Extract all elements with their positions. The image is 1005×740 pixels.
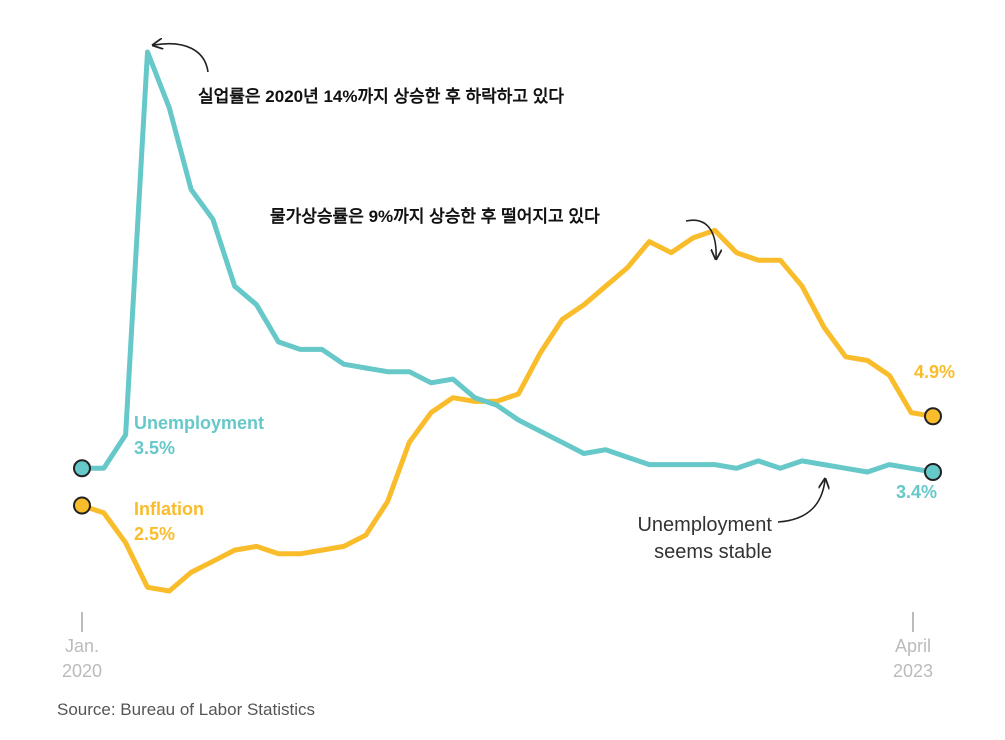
stable-annotation-arrow [777,480,825,523]
inflation-end-marker [924,407,942,426]
unemployment-end-value: 3.4% [896,482,937,502]
unemployment-start-marker [73,459,91,478]
unemployment-peak-arrow [154,44,209,73]
unemployment-peak-annotation: 실업률은 2020년 14%까지 상승한 후 하락하고 있다 [198,86,564,106]
unemployment-start-value: 3.5% [134,438,175,458]
inflation-start-value: 2.5% [134,524,175,544]
stable-annotation-line1: Unemployment [637,514,772,536]
x-tick-label-end-year: 2023 [893,661,933,681]
x-tick-label-end-month: April [895,636,931,656]
inflation-peak-arrow [685,219,716,258]
inflation-end-value: 4.9% [914,362,955,382]
inflation-start-marker [73,496,91,515]
x-tick-label-start-year: 2020 [62,661,102,681]
x-tick-label-start-month: Jan. [65,636,99,656]
source-note: Source: Bureau of Labor Statistics [57,700,315,719]
unemployment-series-label: Unemployment [134,413,264,433]
unemployment-line [79,49,936,475]
inflation-series-label: Inflation [134,499,204,519]
unemployment-end-marker [924,463,942,481]
inflation-peak-annotation: 물가상승률은 9%까지 상승한 후 떨어지고 있다 [270,206,600,226]
stable-annotation-line2: seems stable [654,541,772,563]
inflation-line [79,227,936,594]
